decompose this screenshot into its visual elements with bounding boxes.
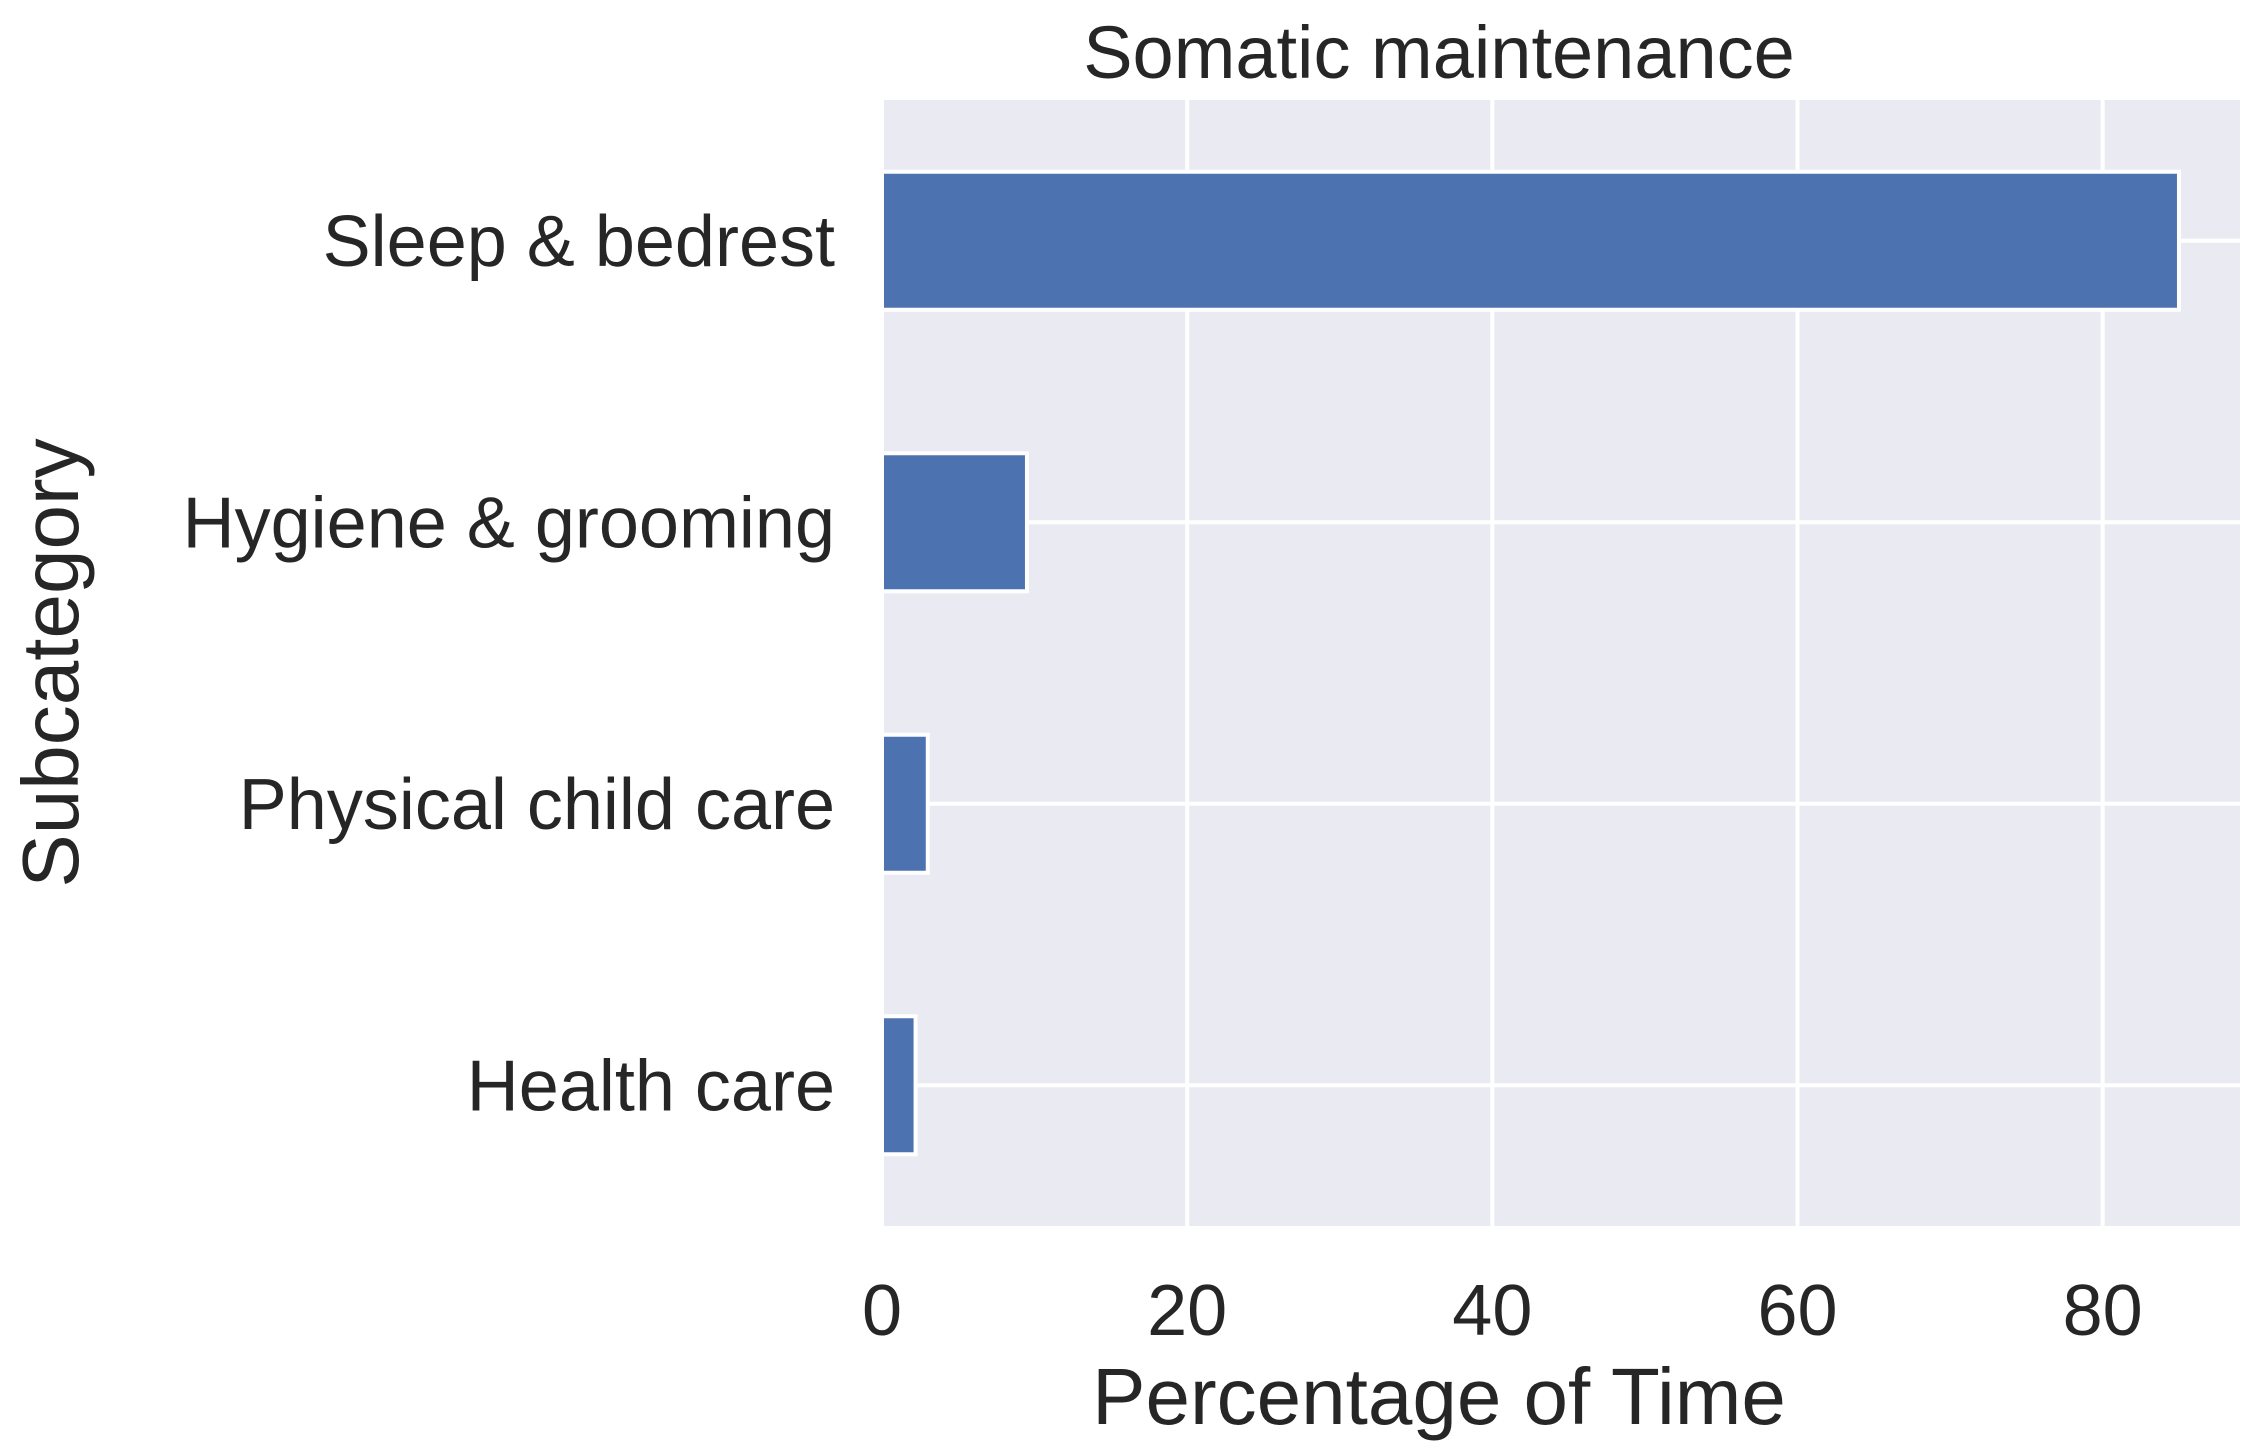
bars [880,169,2181,1157]
x-tick-label: 0 [862,1271,902,1351]
y-tick-label: Physical child care [239,765,835,845]
x-tick-label: 20 [1147,1271,1227,1351]
x-tick-label: 60 [1757,1271,1837,1351]
y-axis-label: Subcategory [6,438,95,887]
bar [880,1014,918,1157]
bar [880,451,1029,594]
x-tick-labels: 0 20 40 60 80 [862,1271,2143,1351]
y-tick-label: Hygiene & grooming [183,483,835,563]
bar [880,169,2181,312]
x-tick-label: 80 [2063,1271,2143,1351]
y-tick-labels: Sleep & bedrest Hygiene & grooming Physica… [183,202,835,1127]
bar [880,732,930,875]
y-tick-label: Sleep & bedrest [323,202,835,282]
y-tick-label: Health care [467,1046,835,1126]
x-axis-label: Percentage of Time [1092,1352,1786,1441]
chart-title: Somatic maintenance [1083,11,1795,94]
x-tick-label: 40 [1452,1271,1532,1351]
